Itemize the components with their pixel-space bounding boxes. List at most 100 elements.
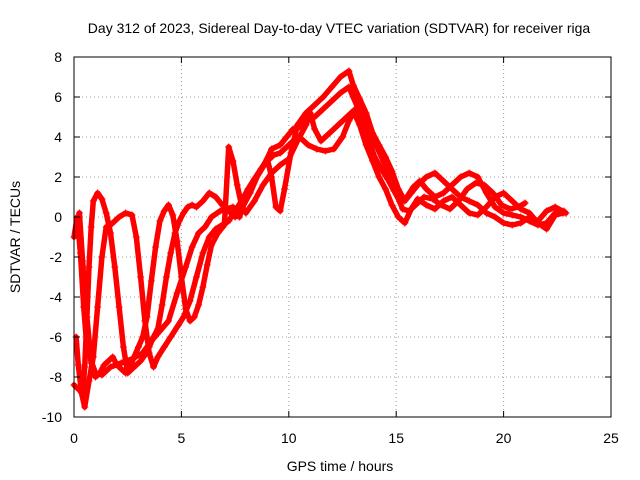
data-point [117,365,125,373]
data-point [414,181,422,189]
data-point [281,185,289,193]
data-point [491,203,499,211]
data-point [362,141,370,149]
data-point [375,141,383,149]
axis-ticks [73,56,612,418]
x-axis-label: GPS time / hours [287,458,394,474]
data-point [326,129,334,137]
y-tick-label: 4 [54,129,62,145]
data-point [242,209,250,217]
data-point [111,217,119,225]
data-point [85,377,93,385]
data-point [173,323,181,331]
data-point [75,209,83,217]
data-point [407,189,415,197]
data-point [375,173,383,181]
data-point [304,141,312,149]
data-point [491,193,499,201]
data-point [199,249,207,257]
data-point [311,125,319,133]
data-point [205,233,213,241]
data-point [201,223,209,231]
data-point [160,207,168,215]
y-axis-label: SDTVAR / TECUs [7,181,23,293]
data-point [356,95,364,103]
data-point [474,201,482,209]
data-point [85,263,93,271]
data-point [186,297,194,305]
data-point [276,207,284,215]
data-point [422,185,430,193]
data-point [100,361,108,369]
data-point [182,263,190,271]
data-point [195,229,203,237]
data-point [94,189,102,197]
data-point [96,369,104,377]
tick-labels: 0 5 10 15 20 25 -10 -8 -6 -4 -2 0 2 4 6 8 [42,49,619,446]
y-tick-label: 0 [54,209,62,225]
data-point [186,317,194,325]
y-tick-label: -6 [50,329,63,345]
data-point [508,211,516,219]
plot-frame [73,56,612,418]
data-point [145,343,153,351]
data-point [220,221,228,229]
y-tick-label: 8 [54,49,62,65]
data-point [457,201,465,209]
data-point [154,325,162,333]
data-point [349,93,357,101]
data-point [107,229,115,237]
data-point [384,175,392,183]
data-point [508,221,516,229]
data-point [188,201,196,209]
y-tick-label: -8 [50,369,63,385]
data-point [87,223,95,231]
data-point [165,317,173,325]
data-point [431,169,439,177]
data-point [102,209,110,217]
data-point [394,185,402,193]
data-point [276,161,284,169]
data-point [293,137,301,145]
data-point [122,209,130,217]
data-point [330,145,338,153]
data-point [233,181,241,189]
data-point [169,211,177,219]
data-point [362,109,370,117]
data-point [506,205,514,213]
data-point [132,233,140,241]
data-point [199,197,207,205]
data-point [91,373,99,381]
data-point [214,229,222,237]
data-point [311,101,319,109]
data-point [328,83,336,91]
data-point [113,361,121,369]
data-point [369,129,377,137]
data-point [381,153,389,161]
data-point [115,303,123,311]
data-point [268,169,276,177]
data-point [216,207,224,215]
data-point [448,185,456,193]
data-point [482,203,490,211]
data-point [74,385,82,393]
data-point [79,389,87,397]
data-point [465,197,473,205]
data-point [343,113,351,121]
data-point [500,219,508,227]
data-point [551,211,559,219]
data-point [319,93,327,101]
data-point [119,343,127,351]
data-point [349,107,357,115]
data-point [465,169,473,177]
data-point [543,207,551,215]
data-point [192,203,200,211]
data-point [107,363,115,371]
data-point [525,209,533,217]
series-track-3 [70,67,570,397]
data-point [203,261,211,269]
data-point [422,201,430,209]
data-point [381,185,389,193]
data-point [184,203,192,211]
data-point [543,225,551,233]
